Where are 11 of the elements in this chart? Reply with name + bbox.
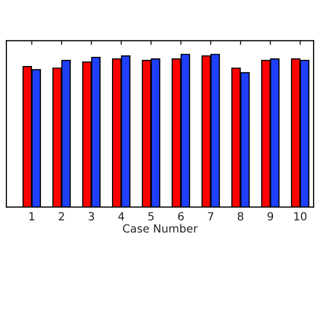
- x-tick-label: 8: [238, 212, 244, 220]
- x-tick-label: 6: [178, 212, 184, 220]
- x-tick-label: 10: [294, 212, 307, 220]
- x-tick-label: 2: [58, 212, 64, 220]
- x-tick-label: 5: [148, 212, 154, 220]
- x-tick-label: 9: [268, 212, 274, 220]
- x-tick-label: 3: [88, 212, 94, 220]
- x-tick-label: 1: [29, 212, 34, 220]
- x-tick-label: 4: [118, 212, 124, 220]
- x-axis-title: Case Number: [122, 224, 198, 233]
- x-tick-label: 7: [208, 212, 214, 220]
